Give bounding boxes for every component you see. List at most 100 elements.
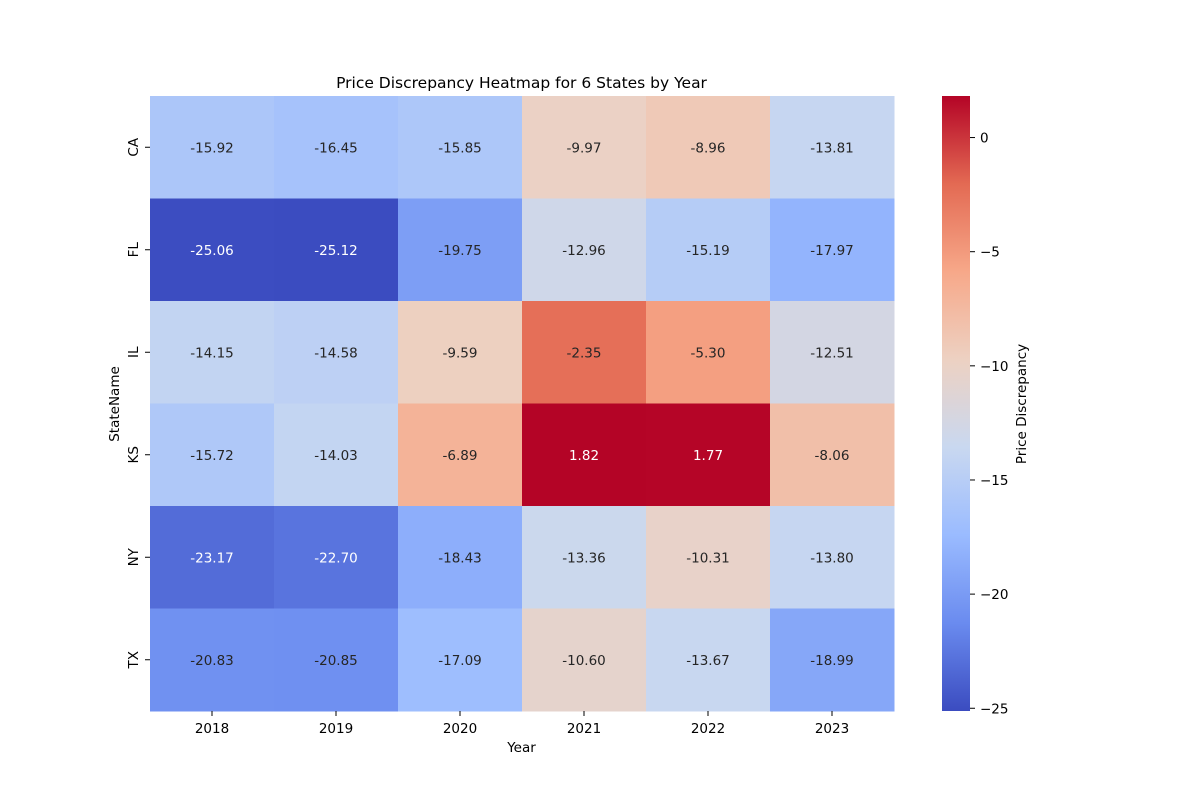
heatmap-cell	[274, 608, 399, 712]
x-tick-label: 2022	[691, 721, 725, 737]
y-axis: CA FL IL KS NY TX	[126, 137, 150, 670]
cell-value-label: -9.59	[443, 345, 478, 361]
heatmap-cell	[274, 96, 399, 199]
x-tick-label: 2020	[443, 721, 477, 737]
heatmap-cell	[770, 301, 895, 404]
cell-value-label: -12.96	[562, 243, 606, 259]
cell-value-label: -15.19	[686, 243, 730, 259]
heatmap-cell	[646, 403, 771, 507]
heatmap-cell	[274, 301, 399, 404]
colorbar-tick-label: −25	[980, 701, 1009, 717]
colorbar-tick-label: 0	[980, 131, 989, 147]
cell-value-label: -10.31	[686, 550, 730, 566]
y-tick-label: KS	[126, 446, 142, 463]
cell-value-label: -2.35	[567, 345, 602, 361]
y-tick-label: IL	[126, 346, 142, 358]
cell-value-label: -15.72	[190, 448, 234, 464]
cell-value-label: -17.97	[810, 243, 854, 259]
heatmap-cell	[646, 301, 771, 404]
x-tick-label: 2021	[567, 721, 601, 737]
cell-value-label: -15.85	[438, 140, 482, 156]
heatmap-cell	[646, 506, 771, 609]
heatmap-cell	[150, 96, 275, 199]
y-axis-label: StateName	[107, 366, 123, 442]
x-tick-label: 2019	[319, 721, 353, 737]
cell-value-label: -18.99	[810, 653, 854, 669]
y-tick-label: FL	[126, 242, 142, 258]
colorbar-tick-label: −20	[980, 587, 1009, 603]
heatmap-cell	[770, 506, 895, 609]
x-axis: 2018 2019 2020 2021 2022 2023	[195, 711, 849, 737]
cell-value-label: -20.83	[190, 653, 234, 669]
cell-value-label: -17.09	[438, 653, 482, 669]
cell-value-label: -18.43	[438, 550, 482, 566]
cell-value-label: 1.82	[569, 448, 599, 464]
cell-value-label: -12.51	[810, 345, 854, 361]
y-tick-label: CA	[126, 137, 142, 156]
colorbar-label: Price Discrepancy	[1014, 344, 1030, 464]
cell-value-label: -15.92	[190, 140, 234, 156]
cell-value-label: -13.80	[810, 550, 854, 566]
x-tick-label: 2018	[195, 721, 229, 737]
heatmap-cells: -15.92 -16.45 -15.85 -9.97 -8.96 -13.81 -25.06…	[150, 96, 895, 712]
heatmap-cell	[150, 403, 275, 507]
heatmap-cell	[522, 96, 647, 199]
heatmap-cell	[770, 198, 895, 302]
heatmap-cell	[274, 506, 399, 609]
cell-value-label: -13.36	[562, 550, 606, 566]
cell-value-label: -13.67	[686, 653, 730, 669]
cell-value-label: -23.17	[190, 550, 234, 566]
cell-value-label: -14.03	[314, 448, 358, 464]
heatmap-cell	[522, 608, 647, 712]
y-tick-label: TX	[126, 651, 142, 670]
heatmap-cell	[646, 198, 771, 302]
heatmap-cell	[522, 301, 647, 404]
heatmap-cell	[150, 198, 275, 302]
x-tick-label: 2023	[815, 721, 849, 737]
heatmap-cell	[770, 96, 895, 199]
heatmap-cell	[522, 506, 647, 609]
cell-value-label: -13.81	[810, 140, 854, 156]
y-tick-label: NY	[126, 547, 142, 566]
heatmap-cell	[522, 198, 647, 302]
colorbar-gradient	[942, 96, 970, 711]
heatmap-cell	[398, 403, 523, 507]
cell-value-label: -20.85	[314, 653, 358, 669]
heatmap-cell	[150, 608, 275, 712]
cell-value-label: 1.77	[693, 448, 723, 464]
cell-value-label: -25.12	[314, 243, 358, 259]
heatmap-cell	[770, 403, 895, 507]
heatmap-cell	[150, 506, 275, 609]
cell-value-label: -16.45	[314, 140, 358, 156]
colorbar-tick-label: −10	[980, 359, 1009, 375]
chart-title: Price Discrepancy Heatmap for 6 States b…	[336, 74, 707, 92]
heatmap-cell	[522, 403, 647, 507]
x-axis-label: Year	[506, 740, 536, 756]
heatmap-cell	[398, 198, 523, 302]
cell-value-label: -14.58	[314, 345, 358, 361]
cell-value-label: -14.15	[190, 345, 234, 361]
heatmap-cell	[398, 506, 523, 609]
heatmap-cell	[398, 96, 523, 199]
cell-value-label: -6.89	[443, 448, 478, 464]
heatmap-cell	[274, 198, 399, 302]
cell-value-label: -19.75	[438, 243, 482, 259]
colorbar-tick-label: −5	[980, 245, 1000, 261]
cell-value-label: -9.97	[567, 140, 602, 156]
cell-value-label: -10.60	[562, 653, 606, 669]
heatmap-cell	[398, 301, 523, 404]
heatmap-cell	[398, 608, 523, 712]
heatmap-cell	[646, 96, 771, 199]
cell-value-label: -8.96	[691, 140, 726, 156]
cell-value-label: -8.06	[815, 448, 850, 464]
cell-value-label: -5.30	[691, 345, 726, 361]
colorbar: 0 −5 −10 −15 −20 −25	[942, 96, 1009, 717]
heatmap-cell	[770, 608, 895, 712]
cell-value-label: -25.06	[190, 243, 234, 259]
cell-value-label: -22.70	[314, 550, 358, 566]
heatmap-cell	[646, 608, 771, 712]
colorbar-tick-label: −15	[980, 473, 1009, 489]
heatmap-cell	[150, 301, 275, 404]
heatmap-cell	[274, 403, 399, 507]
